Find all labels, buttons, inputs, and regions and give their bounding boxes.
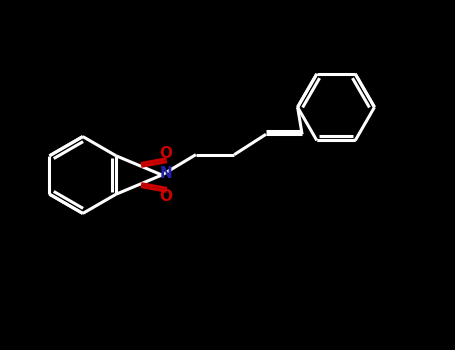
Text: O: O [160, 189, 173, 204]
Text: N: N [160, 166, 173, 181]
Text: O: O [160, 146, 173, 161]
